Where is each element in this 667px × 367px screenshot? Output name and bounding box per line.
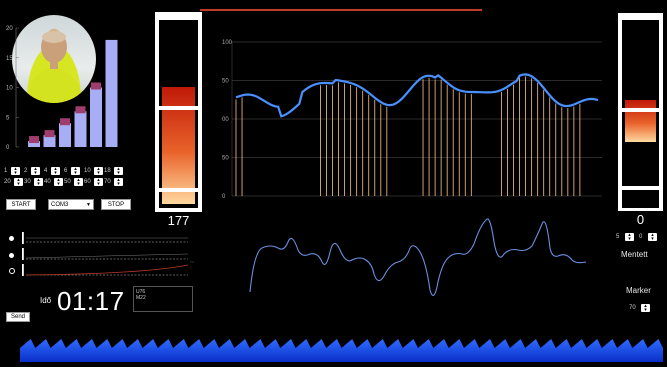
stepper-arrows[interactable]: ▴ ▾	[54, 178, 63, 187]
track-1-handle[interactable]	[22, 232, 24, 244]
port-select[interactable]: COM3 ▼	[48, 199, 94, 210]
step-b-stepper[interactable]: ▴ ▾	[648, 233, 657, 242]
bar-chart-marker	[75, 106, 86, 114]
stepper-arrows[interactable]: ▴ ▾	[94, 167, 103, 176]
stepper-value: 18	[104, 168, 111, 174]
right-meter-value: 0	[636, 212, 645, 227]
stepper-value: 20	[4, 179, 11, 185]
top-accent-line	[200, 9, 482, 11]
send-button[interactable]: Send	[6, 312, 30, 322]
stepper-value: 6	[64, 168, 68, 174]
mentett-label: Mentett	[621, 250, 648, 259]
track-ring-3[interactable]	[9, 268, 15, 274]
bar-chart-marker	[44, 130, 55, 138]
bar-chart-ytick: 5	[6, 115, 10, 121]
left-meter-value: 177	[167, 213, 190, 228]
bar-chart-ytick: 0	[6, 145, 10, 151]
bar-chart-marker	[91, 82, 101, 90]
left-meter-mark-top	[155, 106, 202, 110]
step-b-value: 0	[639, 234, 643, 240]
bar-chart-bar	[74, 111, 87, 147]
chevron-down-icon: ▼	[86, 202, 91, 208]
marker-value: 70	[629, 305, 636, 311]
track-dot-1[interactable]	[9, 236, 14, 241]
port-select-value: COM3	[51, 202, 69, 208]
bar-chart-bar	[59, 123, 71, 147]
step-a-value: 5	[616, 234, 620, 240]
activity-wave-fill	[20, 339, 663, 362]
stepper-value: 1	[4, 168, 8, 174]
main-series-line	[235, 73, 599, 118]
track-3-handle[interactable]	[22, 264, 24, 276]
timer-value: 01:17	[57, 286, 125, 316]
right-meter-mark-bottom	[618, 186, 663, 190]
stepper-arrows[interactable]: ▴ ▾	[114, 167, 123, 176]
track-dot-2[interactable]	[9, 253, 14, 258]
bar-chart-bar	[28, 141, 40, 147]
stepper-value: 10	[84, 168, 91, 174]
avatar	[12, 15, 96, 103]
marker-label: Marker	[626, 286, 651, 295]
main-chart-ytick: 0	[222, 194, 226, 200]
person-photo-icon	[26, 31, 84, 103]
stepper-value: 4	[44, 168, 48, 174]
left-meter-mark-bottom	[155, 188, 202, 192]
bar-chart-marker	[60, 118, 70, 126]
left-meter	[155, 12, 202, 212]
bar-chart-marker	[29, 136, 39, 144]
bar-chart-ytick: 10	[6, 86, 13, 92]
start-button[interactable]: START	[6, 199, 36, 210]
bar-chart-bar	[43, 135, 56, 147]
bar-chart-bar	[90, 87, 102, 147]
main-chart-ytick: 00	[222, 117, 229, 123]
right-meter	[618, 13, 663, 211]
main-chart-ytick: 100	[222, 40, 233, 46]
track-2-handle[interactable]	[22, 248, 24, 260]
steppers-panel: 1 ▴ ▾ 2 ▴ ▾ 4 ▴ ▾ 6 ▴ ▾ 10 ▴ ▾ 18 ▴ ▾ 20 ▴ ▾ 30 ▴ ▾ 40 ▴ ▾ 50 ▴ ▾ 60 ▴ ▾…	[4, 167, 134, 189]
waveform-line	[249, 218, 587, 296]
bar-chart: 20 15 10 5 0	[6, 26, 118, 151]
bar-chart-ytick: 20	[6, 26, 13, 32]
stop-button[interactable]: STOP	[101, 199, 131, 210]
stepper-value: 2	[24, 168, 28, 174]
left-meter-fill	[162, 87, 195, 204]
stepper-arrows[interactable]: ▴ ▾	[71, 167, 80, 176]
stepper-arrows[interactable]: ▴ ▾	[14, 178, 23, 187]
track-panel	[22, 232, 194, 276]
stepper-value: 60	[84, 179, 91, 185]
stepper-arrows[interactable]: ▴ ▾	[114, 178, 123, 187]
main-chart-ytick: 50	[222, 79, 229, 85]
info-line-1: U76	[136, 289, 146, 295]
timer-label: Idő	[40, 296, 52, 305]
right-meter-mark-top	[618, 108, 663, 112]
stepper-value: 70	[104, 179, 111, 185]
activity-wave	[20, 339, 663, 362]
left-meter-track	[159, 20, 198, 208]
right-steppers: 5 ▴ ▾ 0 ▴ ▾	[612, 233, 664, 243]
info-line-2: M22	[136, 295, 146, 301]
right-meter-fill	[625, 99, 656, 142]
stepper-arrows[interactable]: ▴ ▾	[34, 178, 43, 187]
step-a-stepper[interactable]: ▴ ▾	[625, 233, 634, 242]
bar-chart-ytick: 15	[6, 56, 13, 62]
main-chart: 100 50 00 50 0	[222, 40, 602, 200]
stepper-value: 30	[24, 179, 31, 185]
stepper-arrows[interactable]: ▴ ▾	[74, 178, 83, 187]
bar-chart-bar	[105, 39, 118, 147]
marker-stepper[interactable]: ▴ ▾	[641, 304, 650, 313]
stepper-value: 50	[64, 179, 71, 185]
stepper-arrows[interactable]: ▴ ▾	[31, 167, 40, 176]
stepper-arrows[interactable]: ▴ ▾	[11, 167, 20, 176]
marker-control: 70 ▴ ▾	[625, 304, 655, 314]
waveform-chart	[249, 218, 587, 296]
stepper-arrows[interactable]: ▴ ▾	[94, 178, 103, 187]
stepper-arrows[interactable]: ▴ ▾	[51, 167, 60, 176]
right-meter-track	[622, 20, 659, 208]
stepper-value: 40	[44, 179, 51, 185]
info-box: U76 M22	[133, 286, 193, 312]
main-chart-ytick: 50	[222, 156, 229, 162]
